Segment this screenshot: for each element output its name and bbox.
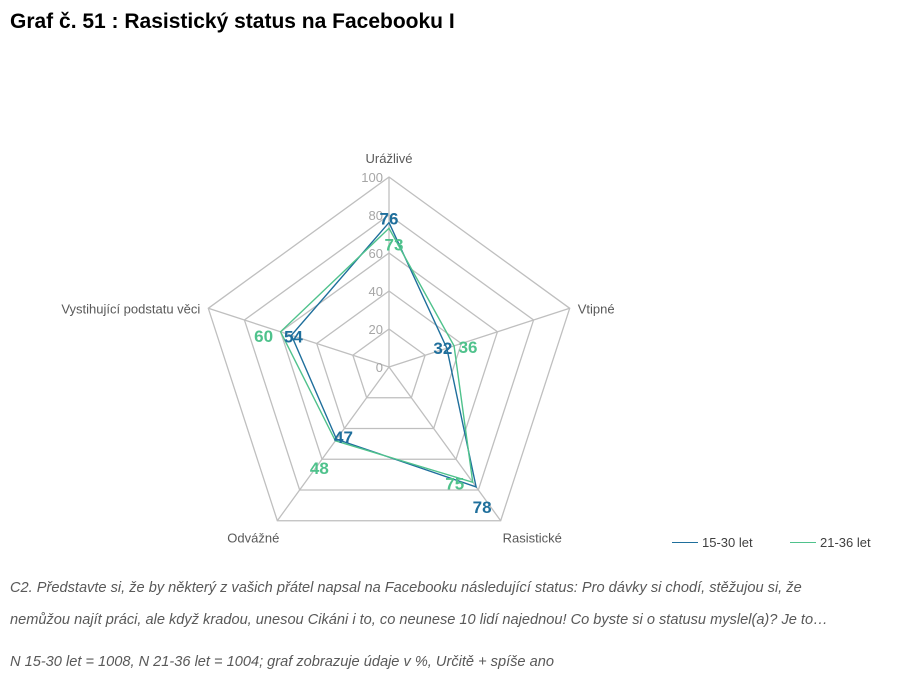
legend-swatch-21-36 <box>790 542 816 543</box>
series-line-0 <box>290 221 478 488</box>
sample-note: N 15-30 let = 1008, N 21-36 let = 1004; … <box>10 654 554 670</box>
grid-spoke-3 <box>276 366 390 522</box>
data-label-s1-2: 75 <box>445 474 464 493</box>
data-label-s0-1: 32 <box>433 339 452 358</box>
tick-label-100: 100 <box>361 170 383 185</box>
data-label-s0-3: 47 <box>334 428 353 447</box>
category-label-4: Vystihující podstatu věci <box>61 301 200 316</box>
grid-spoke-2 <box>388 366 502 522</box>
grid-ring-40 <box>315 290 463 430</box>
chart-title: Graf č. 51 : Rasistický status na Facebo… <box>10 10 455 33</box>
question-text-line1: C2. Představte si, že by některý z vašic… <box>10 580 802 596</box>
grid-ring-20 <box>352 328 426 399</box>
tick-label-40: 40 <box>369 284 383 299</box>
tick-label-20: 20 <box>369 322 383 337</box>
legend-item-21-36: 21-36 let <box>790 535 871 550</box>
category-label-1: Vtipné <box>578 301 615 316</box>
tick-label-0: 0 <box>376 360 383 375</box>
grid-spoke-4 <box>208 307 390 368</box>
data-label-s1-4: 60 <box>254 327 273 346</box>
legend-label-15-30: 15-30 let <box>702 535 753 550</box>
grid-ring-80 <box>243 214 535 491</box>
data-label-s1-3: 48 <box>310 459 329 478</box>
series-line-1 <box>279 227 474 484</box>
legend-item-15-30: 15-30 let <box>672 535 753 550</box>
data-label-s0-0: 76 <box>380 210 399 229</box>
question-text-line2: nemůžou najít práci, ale když kradou, un… <box>10 612 828 628</box>
data-label-s0-2: 78 <box>473 498 492 517</box>
category-label-0: Urážlivé <box>366 151 413 166</box>
tick-label-60: 60 <box>369 246 383 261</box>
data-label-s1-1: 36 <box>459 338 478 357</box>
category-label-3: Odvážné <box>227 531 279 546</box>
grid-spoke-1 <box>388 307 570 368</box>
grid-ring-100 <box>207 176 571 522</box>
legend-label-21-36: 21-36 let <box>820 535 871 550</box>
tick-label-80: 80 <box>369 208 383 223</box>
data-label-s0-4: 54 <box>284 327 303 346</box>
category-label-2: Rasistické <box>503 531 562 546</box>
grid-ring-60 <box>279 252 499 460</box>
legend-swatch-15-30 <box>672 542 698 543</box>
radar-chart: 0 20 40 60 80 100 Urážlivé Vtipné Rasistické Odvá… <box>61 151 615 546</box>
data-label-s1-0: 73 <box>385 235 404 254</box>
